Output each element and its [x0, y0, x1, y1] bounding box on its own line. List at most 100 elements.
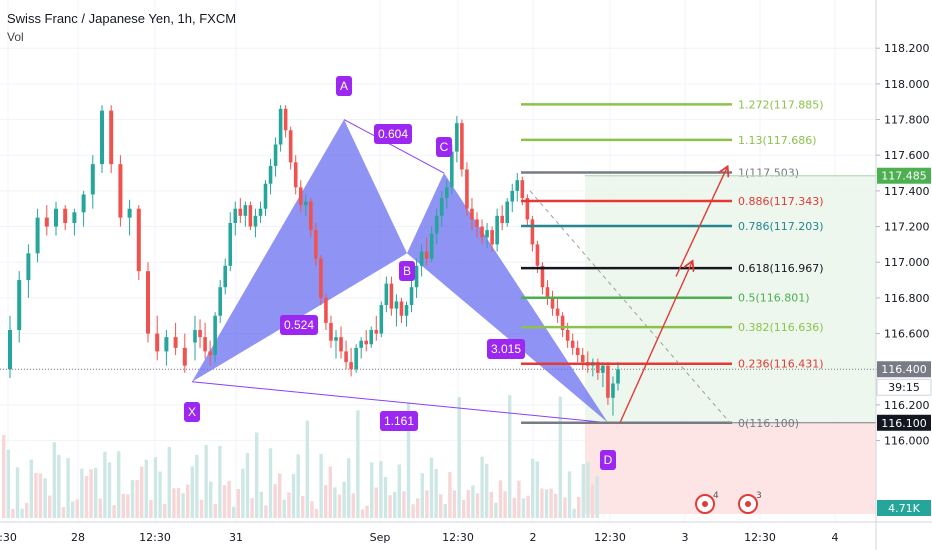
candle-body: [238, 208, 243, 216]
candle-body: [606, 365, 610, 398]
candle-body: [460, 123, 464, 170]
point-b-badge: [399, 261, 415, 281]
candle-body: [475, 219, 479, 227]
volume-bar: [213, 503, 217, 518]
volume-bar: [517, 480, 521, 518]
candle-body: [293, 162, 298, 188]
volume-bar: [489, 491, 493, 518]
volume-bar: [245, 453, 250, 518]
candle-body: [429, 233, 434, 259]
candle-body: [389, 283, 394, 309]
candle-body: [268, 165, 273, 184]
volume-bar: [475, 493, 480, 518]
pattern-ac-line: [343, 119, 445, 174]
symbol-title: Swiss Franc / Japanese Yen, 1h, FXCM: [7, 11, 237, 26]
volume-bar: [2, 435, 6, 518]
candle-body: [570, 340, 575, 348]
candle-body: [540, 265, 545, 288]
candle-body: [339, 337, 343, 352]
candle-body: [228, 222, 233, 266]
fib-level-label: 0.382(116.636): [738, 321, 824, 334]
volume-bar: [494, 502, 498, 518]
loss-zone: [585, 422, 876, 514]
volume-bar: [255, 432, 259, 518]
candle-body: [616, 369, 620, 384]
fib-level-label: 1(117.503): [738, 167, 799, 180]
volume-bar: [434, 468, 438, 518]
volume-bar: [360, 509, 365, 518]
candle-body: [490, 230, 494, 245]
candle-body: [349, 362, 353, 370]
candle-body: [394, 301, 399, 309]
point-x-label: X: [188, 405, 196, 419]
volume-bar: [43, 478, 47, 518]
volume-bar: [172, 488, 176, 518]
candle-body: [545, 287, 550, 298]
volume-bar: [402, 491, 406, 518]
volume-bar: [291, 473, 296, 518]
candle-body: [485, 230, 489, 238]
projection-arrows: [619, 168, 727, 424]
candle-body: [575, 347, 580, 355]
y-tick-label: 118.200: [884, 42, 930, 55]
volume-bar: [181, 493, 185, 518]
fib-level-label: 0.5(116.801): [738, 292, 810, 305]
volume-bar: [278, 473, 282, 518]
candle-body: [419, 251, 424, 266]
candle-body: [164, 337, 169, 352]
candle-body: [63, 208, 68, 223]
price-tag: [877, 167, 931, 184]
fib-level-label: 1.13(117.686): [738, 134, 817, 147]
candle-body: [109, 110, 114, 165]
volume-bar: [554, 493, 558, 518]
volume-bar: [324, 485, 328, 518]
candle-body: [288, 130, 293, 163]
candle-body: [450, 151, 454, 188]
candle-body: [470, 208, 474, 220]
x-tick-label: 4: [832, 531, 839, 544]
candle-body: [414, 265, 419, 288]
candle-body: [374, 330, 379, 334]
candle-body: [535, 244, 540, 266]
volume-bar: [416, 498, 420, 518]
candle-body: [100, 110, 104, 165]
volume-bar: [429, 457, 434, 518]
volume-bar: [29, 459, 33, 518]
volume-bar: [84, 476, 89, 518]
candle-body: [182, 347, 187, 366]
candle-body: [309, 201, 313, 231]
x-tick-label: Sep: [370, 531, 391, 544]
candle-body: [155, 333, 160, 352]
candle-body: [248, 205, 253, 227]
chart-legend: Swiss Franc / Japanese Yen, 1h, FXCM Vol: [7, 10, 236, 46]
y-tick-label: 116.600: [884, 328, 930, 341]
candle-body: [118, 164, 123, 218]
volume-bar: [15, 467, 20, 518]
candle-body: [54, 208, 58, 227]
candle-body: [555, 308, 560, 316]
fib-level-label: 0.236(116.431): [738, 358, 824, 371]
volume-bar: [544, 489, 549, 518]
volume-bar: [98, 498, 102, 518]
volume-bar: [351, 493, 355, 518]
x-axis-labels: :30 28 12:30 31 Sep 12:30 2 12:30 3 12:30 4: [0, 531, 839, 544]
volume-bar: [310, 501, 314, 518]
candle-body: [298, 187, 303, 206]
candle-body: [218, 287, 222, 316]
candle-body: [90, 164, 95, 195]
volume-bar: [89, 469, 93, 518]
volume-bar: [190, 466, 194, 518]
volume-bar: [439, 494, 443, 518]
point-c-label: C: [440, 140, 449, 154]
candle-body: [424, 251, 429, 259]
candle-body: [344, 351, 348, 363]
point-a-badge: [336, 76, 352, 96]
candle-body: [81, 194, 86, 213]
volume-bar: [549, 488, 553, 518]
volume-label: Vol: [7, 30, 24, 44]
candle-body: [550, 297, 555, 309]
candle-body: [26, 253, 31, 281]
